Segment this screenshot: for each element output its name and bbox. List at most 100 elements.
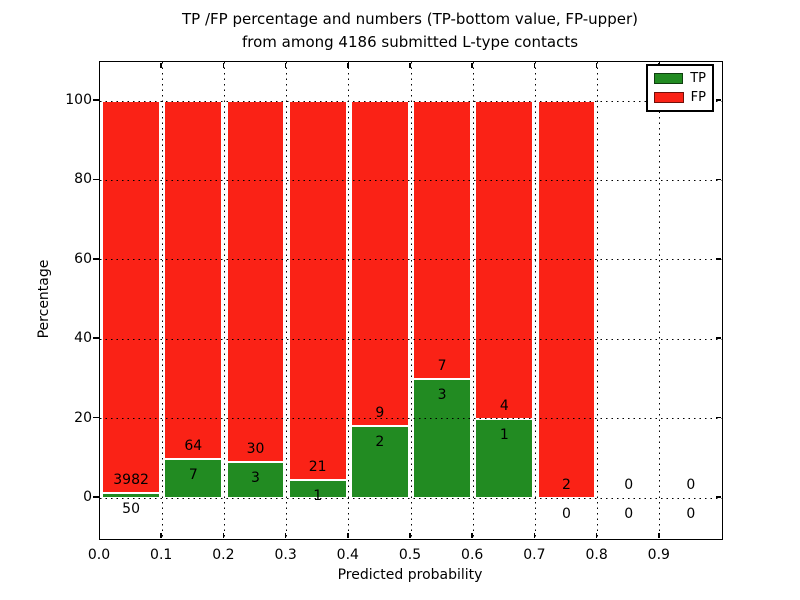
fp-count-label: 3982	[113, 472, 149, 489]
x-tick-mark-top	[471, 62, 473, 68]
bar-segment-fp	[164, 101, 223, 459]
bar-segment-tp	[226, 461, 285, 498]
y-tick-mark-right	[716, 178, 721, 181]
x-tick-mark-bottom	[658, 533, 660, 538]
fp-count-label: 9	[375, 404, 385, 421]
chart-title-line1: TP /FP percentage and numbers (TP-bottom…	[182, 10, 638, 28]
y-tick-mark-right	[716, 496, 721, 498]
tp-count-label: 0	[624, 506, 634, 522]
x-tick-label: 0.0	[87, 547, 111, 563]
tp-count-label: 0	[562, 506, 571, 522]
y-tick-mark-right	[716, 416, 721, 419]
gridline-vertical	[659, 62, 661, 539]
y-tick-mark-right	[716, 337, 721, 339]
gridline-vertical	[534, 62, 536, 539]
legend-label-fp: FP	[690, 89, 706, 105]
x-tick-label: 0.2	[212, 547, 235, 563]
bar-segment-fp	[537, 101, 596, 498]
bar-segment-tp	[475, 418, 534, 498]
bar-segment-fp	[226, 101, 285, 462]
legend-entry-fp: FP	[654, 90, 706, 105]
gridline-vertical	[348, 62, 350, 539]
legend-label-tp: TP	[690, 71, 706, 87]
y-tick-label: 80	[74, 171, 92, 188]
fp-count-label: 30	[246, 440, 265, 457]
y-tick-label: 0	[83, 489, 92, 505]
gridline-vertical	[161, 62, 163, 539]
gridline-vertical	[223, 62, 225, 539]
y-tick-label: 20	[74, 409, 92, 426]
x-tick-mark-top	[160, 62, 162, 68]
fp-count-label: 2	[562, 477, 571, 493]
tp-count-label: 3	[251, 469, 260, 486]
fp-count-label: 0	[686, 477, 696, 493]
tp-count-label: 3	[437, 386, 447, 403]
x-tick-mark-top	[409, 62, 411, 68]
x-tick-label: 0.1	[150, 547, 173, 563]
tp-count-label: 7	[188, 466, 198, 483]
x-tick-mark-bottom	[471, 533, 473, 538]
fp-count-label: 0	[624, 477, 634, 493]
x-tick-mark-top	[595, 62, 598, 68]
chart-title-line2: from among 4186 submitted L-type contact…	[241, 33, 579, 51]
legend: TP FP	[646, 64, 714, 112]
y-tick-mark-left	[93, 99, 99, 101]
bar-segment-fp	[288, 101, 347, 480]
bar-segment-tp	[288, 479, 347, 498]
x-tick-label: 0.3	[274, 547, 297, 563]
x-tick-mark-bottom	[533, 533, 536, 538]
y-axis-label: Percentage	[36, 259, 52, 339]
bars-layer	[100, 62, 722, 539]
y-tick-mark-left	[93, 416, 99, 419]
bar-segment-fp	[413, 101, 471, 379]
x-tick-mark-top	[533, 62, 536, 68]
y-tick-mark-left	[93, 496, 99, 498]
y-tick-mark-left	[93, 258, 99, 260]
tp-count-label: 1	[499, 426, 509, 443]
x-tick-label: 0.4	[336, 547, 359, 563]
bar-segment-tp	[351, 425, 409, 498]
x-tick-label: 0.8	[585, 547, 608, 563]
gridline-vertical	[410, 62, 412, 539]
bar-segment-tp	[164, 458, 223, 498]
chart-title: TP /FP percentage and numbers (TP-bottom…	[99, 8, 721, 54]
fp-count-label: 21	[308, 458, 327, 475]
bar-segment-tp	[102, 493, 160, 498]
vertical-gridlines-layer	[100, 62, 722, 539]
x-tick-mark-top	[222, 62, 225, 68]
plot-area: 3982 50 64 7 30 3 21 1 9 2 7 3 4 1 2 0 0 0 0 0	[99, 61, 723, 540]
x-tick-mark-bottom	[409, 533, 411, 538]
gridline-vertical	[286, 62, 288, 539]
y-tick-label: 40	[74, 330, 92, 347]
x-tick-mark-bottom	[222, 533, 225, 538]
gridline-vertical	[472, 62, 474, 539]
bar-segment-fp	[351, 101, 409, 426]
tp-color-swatch	[654, 73, 684, 85]
x-tick-mark-bottom	[595, 533, 598, 538]
gridline-vertical	[597, 62, 599, 539]
x-tick-mark-top	[284, 62, 287, 68]
y-tick-mark-right	[716, 99, 721, 101]
fp-count-label: 4	[499, 397, 509, 414]
tp-count-label: 2	[375, 433, 385, 450]
tp-count-label: 0	[686, 506, 696, 522]
y-tick-mark-right	[716, 258, 721, 260]
x-tick-mark-bottom	[284, 533, 287, 538]
x-axis-label: Predicted probability	[337, 567, 483, 583]
tp-count-label: 1	[313, 487, 323, 504]
fp-count-label: 64	[184, 437, 203, 454]
x-tick-mark-bottom	[160, 533, 162, 538]
tp-count-label: 50	[122, 501, 141, 518]
fp-count-label: 7	[437, 357, 447, 374]
x-tick-mark-top	[347, 62, 349, 68]
bar-segment-fp	[102, 101, 160, 494]
y-tick-mark-left	[93, 337, 99, 339]
x-tick-label: 0.7	[523, 547, 546, 563]
fp-color-swatch	[654, 91, 684, 103]
y-tick-label: 60	[74, 250, 92, 267]
x-tick-label: 0.9	[647, 547, 670, 563]
bar-segment-tp	[413, 378, 471, 498]
x-tick-label: 0.6	[461, 547, 484, 563]
y-tick-mark-left	[93, 178, 99, 181]
